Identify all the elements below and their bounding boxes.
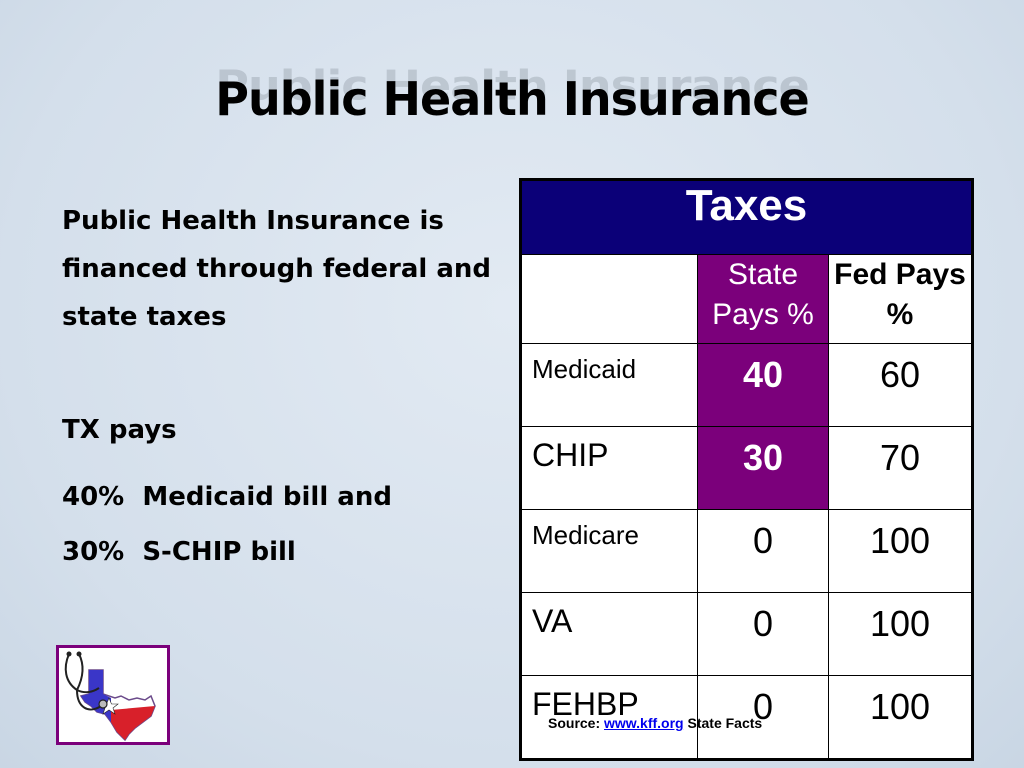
empty-header-cell (520, 254, 698, 344)
taxes-table: Taxes State Pays % Fed Pays % Medicaid 4… (519, 178, 974, 761)
source-suffix: State Facts (687, 715, 763, 731)
program-name: CHIP (520, 426, 698, 510)
source-link[interactable]: www.kff.org (604, 715, 684, 731)
texas-stethoscope-logo-icon (56, 645, 170, 745)
source-note: Source: www.kff.org State Facts (548, 715, 762, 731)
state-pays-header: State Pays % (697, 254, 829, 344)
tx-pays-details: 40% Medicaid bill and 30% S-CHIP bill (62, 470, 502, 580)
title-area: Public Health Insurance Public Health In… (0, 58, 1024, 148)
table-row: VA 0 100 (520, 592, 973, 676)
state-pays-value: 0 (697, 509, 829, 593)
table-row: CHIP 30 70 (520, 426, 973, 510)
program-name: VA (520, 592, 698, 676)
table-row: FEHBP 0 100 (520, 675, 973, 760)
table-row: Medicare 0 100 (520, 509, 973, 593)
state-pays-value: 40 (697, 343, 829, 427)
state-pays-value: 30 (697, 426, 829, 510)
program-name: Medicare (520, 509, 698, 593)
table-header-row: Taxes (520, 179, 973, 255)
fed-pays-value: 60 (828, 343, 973, 427)
fed-pays-value: 70 (828, 426, 973, 510)
state-pays-value: 0 (697, 675, 829, 760)
page-title: Public Health Insurance (215, 72, 809, 126)
fed-pays-value: 100 (828, 509, 973, 593)
fed-pays-value: 100 (828, 592, 973, 676)
taxes-header: Taxes (520, 179, 973, 255)
logo-graphic (64, 651, 156, 742)
fed-pays-header: Fed Pays % (828, 254, 973, 344)
medicaid-line: 40% Medicaid bill and (62, 482, 392, 512)
state-pays-value: 0 (697, 592, 829, 676)
title-shadow: Public Health Insurance (215, 60, 809, 110)
table-row: Medicaid 40 60 (520, 343, 973, 427)
intro-paragraph: Public Health Insurance is financed thro… (62, 206, 492, 332)
program-name: FEHBP (520, 675, 698, 760)
schip-line: 30% S-CHIP bill (62, 537, 296, 567)
fed-pays-value: 100 (828, 675, 973, 760)
tx-pays-label: TX pays (62, 415, 177, 445)
column-header-row: State Pays % Fed Pays % (520, 254, 973, 344)
source-prefix: Source: (548, 715, 601, 731)
program-name: Medicaid (520, 343, 698, 427)
